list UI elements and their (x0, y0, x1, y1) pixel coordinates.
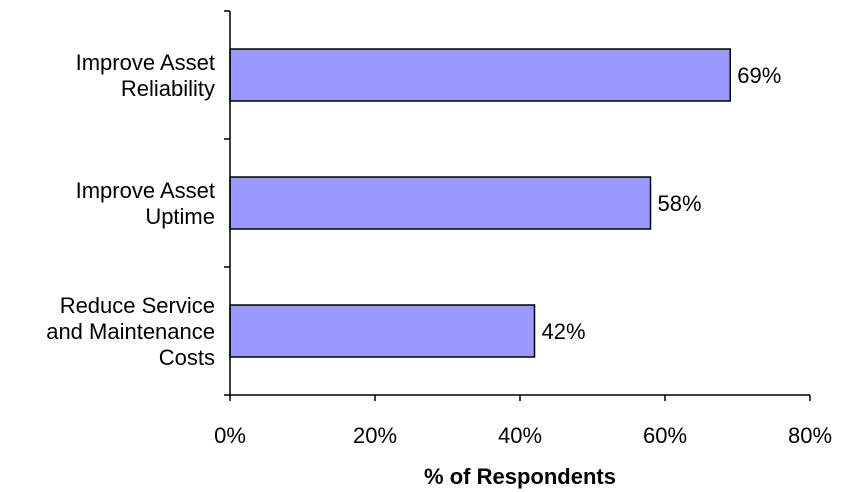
x-tick-label: 60% (643, 423, 687, 448)
bar-3 (229, 304, 536, 358)
category-label-line: Reliability (121, 76, 215, 101)
x-tick-label: 40% (498, 423, 542, 448)
category-label-2: Improve Asset Uptime (76, 178, 215, 229)
category-label-line: Improve Asset (76, 50, 215, 75)
x-axis-title: % of Respondents (424, 464, 616, 489)
category-label-line: Uptime (145, 204, 215, 229)
bar-1 (229, 48, 731, 102)
data-label-1: 69% (737, 63, 781, 88)
data-label-2: 58% (658, 191, 702, 216)
bar-2 (229, 176, 652, 230)
category-label-1: Improve Asset Reliability (76, 50, 215, 101)
x-tick-label: 20% (353, 423, 397, 448)
category-label-3: Reduce Service and Maintenance Costs (46, 293, 215, 370)
category-label-line: Reduce Service (60, 293, 215, 318)
x-tick-label: 80% (788, 423, 832, 448)
x-tick-label: 0% (214, 423, 246, 448)
data-label-3: 42% (542, 319, 586, 344)
category-label-line: Improve Asset (76, 178, 215, 203)
category-label-line: and Maintenance (46, 319, 215, 344)
category-label-line: Costs (159, 345, 215, 370)
